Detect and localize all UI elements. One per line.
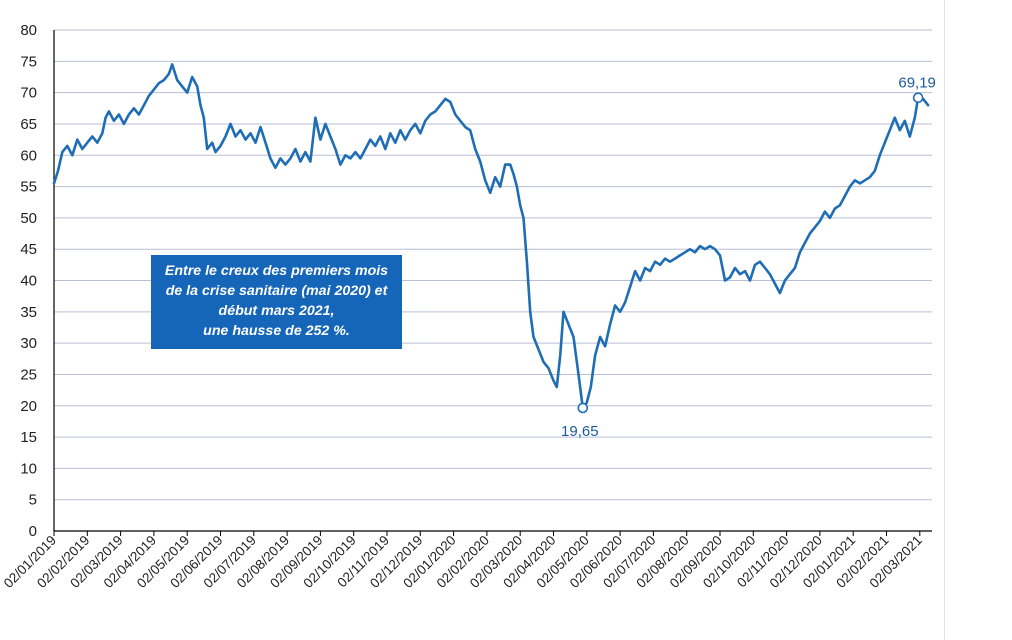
callout-line-1: Entre le creux des premiers mois bbox=[164, 263, 389, 279]
y-tick-label: 75 bbox=[20, 53, 37, 70]
y-tick-label: 5 bbox=[29, 492, 37, 509]
series-line bbox=[52, 63, 930, 410]
y-axis: 0 5 10 15 20 25 30 35 40 45 50 55 60 65 70 75 80 bbox=[20, 22, 55, 540]
callout-box: Entre le creux des premiers mois de la c… bbox=[151, 255, 402, 349]
callout-line-4: une hausse de 252 %. bbox=[203, 323, 350, 339]
y-tick-label: 30 bbox=[20, 335, 37, 352]
y-tick-label: 70 bbox=[20, 85, 37, 102]
annotations: 19,65 69,19 bbox=[561, 75, 936, 440]
y-tick-label: 40 bbox=[20, 273, 37, 290]
right-border bbox=[944, 0, 945, 640]
y-tick-label: 50 bbox=[20, 210, 37, 227]
y-tick-label: 20 bbox=[20, 398, 37, 415]
x-axis: 02/01/201902/02/201902/03/201902/04/2019… bbox=[1, 530, 932, 591]
series-group bbox=[52, 63, 930, 410]
annotation-marker bbox=[577, 402, 589, 414]
y-tick-label: 15 bbox=[20, 429, 37, 446]
y-tick-label: 35 bbox=[20, 304, 37, 321]
y-tick-label: 80 bbox=[20, 22, 37, 39]
annotation-marker bbox=[912, 92, 924, 103]
y-tick-label: 60 bbox=[20, 147, 37, 164]
callout-line-2: de la crise sanitaire (mai 2020) et bbox=[165, 283, 388, 299]
callout-line-3: début mars 2021, bbox=[218, 303, 335, 319]
annotation-label: 69,19 bbox=[898, 75, 936, 92]
y-tick-label: 55 bbox=[20, 179, 37, 196]
annotation-label: 19,65 bbox=[561, 423, 599, 440]
y-tick-label: 0 bbox=[29, 523, 37, 540]
y-tick-label: 10 bbox=[20, 460, 37, 477]
y-tick-label: 65 bbox=[20, 116, 37, 133]
y-tick-label: 25 bbox=[20, 366, 37, 383]
y-tick-label: 45 bbox=[20, 241, 37, 258]
